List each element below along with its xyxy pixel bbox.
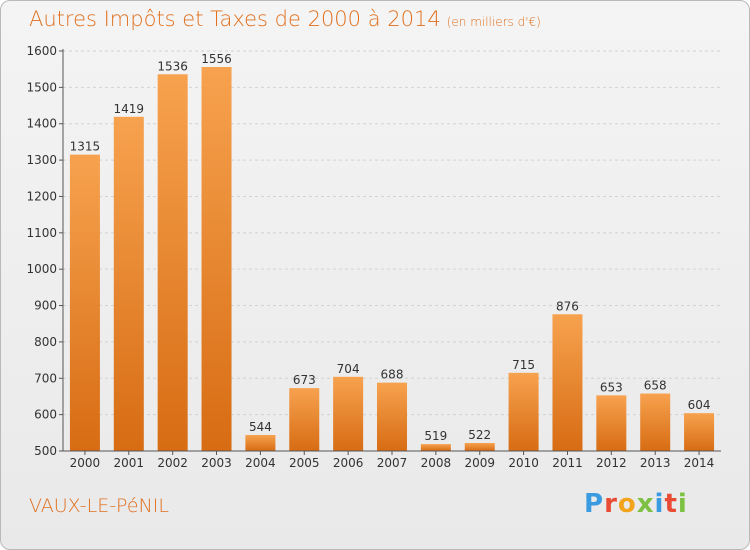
bar-value-label: 704 [337, 362, 360, 376]
bars: 1315 1419 1536 1556 544 673 704 688 519 522 715 876… [69, 52, 715, 452]
bar-value-label: 519 [424, 429, 447, 443]
x-tick-label: 2009 [464, 456, 495, 470]
x-tick-label: 2014 [684, 456, 715, 470]
bar [596, 395, 627, 451]
chart-title-text: Autres Impôts et Taxes de 2000 à 2014 [29, 7, 441, 31]
y-tick-label: 1500 [26, 80, 57, 94]
x-tick-label: 2010 [508, 456, 539, 470]
logo-letter: i [677, 489, 688, 519]
x-tick-label: 2007 [377, 456, 408, 470]
bar [377, 382, 407, 451]
bar-value-label: 688 [381, 368, 404, 382]
bar [113, 116, 144, 452]
bar-value-label: 522 [468, 428, 491, 442]
bar-value-label: 653 [600, 380, 623, 394]
bar [245, 435, 276, 451]
bar [201, 67, 232, 451]
y-tick-label: 1100 [26, 226, 57, 240]
logo-letter: o [617, 489, 637, 519]
commune-name: VAUX-LE-PéNIL [29, 495, 169, 517]
x-tick-label: 2006 [333, 456, 364, 470]
bar-value-label: 715 [512, 358, 535, 372]
y-tick-label: 1400 [26, 117, 57, 131]
x-tick-label: 2000 [70, 456, 101, 470]
logo-letter: i [654, 489, 665, 519]
y-tick-label: 1000 [26, 262, 57, 276]
y-tick-label: 1200 [26, 189, 57, 203]
bar-value-label: 673 [293, 373, 316, 387]
chart-title: Autres Impôts et Taxes de 2000 à 2014 (en… [29, 7, 541, 31]
y-tick-label: 1300 [26, 153, 57, 167]
x-tick-label: 2005 [289, 456, 320, 470]
y-tick-label: 500 [34, 444, 57, 458]
x-tick-label: 2013 [640, 456, 671, 470]
bar [464, 443, 495, 451]
axes: 500 600 700 800 900 1000 1100 1200 1300 1400 1500 1… [26, 44, 721, 470]
bar-chart: 1315 1419 1536 1556 544 673 704 688 519 522 715 876… [26, 44, 721, 470]
x-tick-label: 2008 [421, 456, 452, 470]
y-tick-label: 700 [34, 371, 57, 385]
x-tick-label: 2001 [114, 456, 145, 470]
bar [333, 376, 364, 451]
y-tick-label: 600 [34, 408, 57, 422]
bar [640, 393, 671, 451]
logo-letter: P [584, 489, 605, 519]
bar [157, 74, 188, 451]
bar-value-label: 1536 [157, 59, 188, 73]
bar-value-label: 544 [249, 420, 272, 434]
x-tick-label: 2002 [157, 456, 188, 470]
y-tick-label: 1600 [26, 44, 57, 58]
bar [552, 314, 583, 451]
x-tick-label: 2003 [201, 456, 232, 470]
bar [69, 154, 100, 452]
bar [420, 444, 451, 451]
bar-value-label: 876 [556, 299, 579, 313]
bar-value-label: 1556 [201, 52, 232, 66]
logo-letter: x [636, 489, 655, 519]
x-tick-label: 2004 [245, 456, 276, 470]
y-tick-label: 900 [34, 299, 57, 313]
bar [289, 388, 320, 451]
bar-value-label: 658 [644, 379, 667, 393]
logo-letter: r [604, 489, 618, 519]
bar [508, 372, 539, 451]
y-tick-label: 800 [34, 335, 57, 349]
logo-letter: t [664, 489, 678, 519]
x-tick-label: 2012 [596, 456, 627, 470]
bar-value-label: 1419 [114, 102, 145, 116]
bar-value-label: 604 [688, 398, 711, 412]
proxiti-logo: Proxiti [584, 489, 688, 519]
bar-value-label: 1315 [70, 140, 101, 154]
chart-unit: (en milliers d'€) [446, 15, 541, 29]
bar [684, 413, 715, 451]
x-tick-label: 2011 [552, 456, 583, 470]
